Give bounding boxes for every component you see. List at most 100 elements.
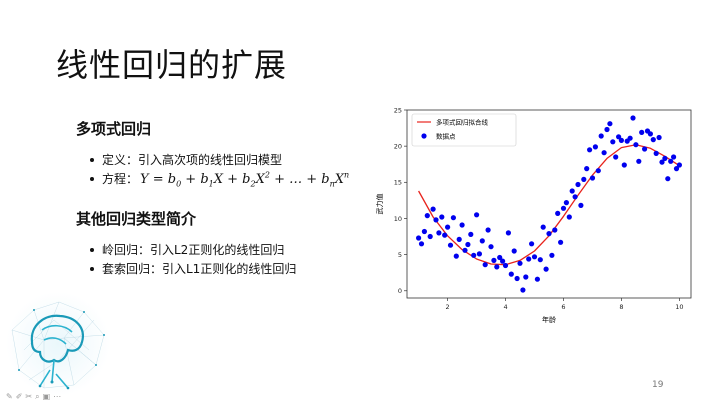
data-point	[534, 276, 540, 282]
data-point	[462, 247, 468, 253]
bullet-dot	[90, 157, 94, 162]
bullet-dot	[90, 247, 94, 252]
bullet-text: 套索回归：引入L1正则化的线性回归	[102, 262, 297, 276]
data-point	[459, 222, 465, 228]
data-point	[566, 214, 572, 220]
bullet-definition: 定义：引入高次项的线性回归模型	[90, 151, 282, 168]
data-point	[616, 134, 622, 140]
data-point	[650, 137, 656, 143]
presentation-toolbar[interactable]: ✎✐✂⌕▣⋯	[6, 392, 65, 401]
bullet-lasso: 套索回归：引入L1正则化的线性回归	[90, 260, 296, 277]
data-point	[537, 257, 543, 263]
slide-title: 线性回归的扩展	[56, 46, 288, 84]
data-point	[529, 241, 535, 247]
data-point	[540, 224, 546, 230]
data-point	[589, 175, 596, 181]
data-point	[647, 131, 653, 137]
data-point	[659, 159, 665, 165]
data-point	[520, 287, 526, 293]
data-point	[627, 135, 633, 141]
data-point	[511, 248, 517, 254]
bullet-text: 岭回归：引入L2正则化的线性回归	[102, 243, 285, 257]
y-tick-label: 25	[394, 106, 402, 114]
data-point	[508, 271, 514, 277]
data-point	[468, 231, 474, 237]
data-point	[555, 210, 561, 216]
data-point	[479, 238, 485, 244]
data-point	[587, 147, 593, 153]
data-point	[517, 260, 523, 266]
data-point	[604, 126, 610, 133]
y-tick-label: 10	[394, 215, 402, 223]
data-point	[546, 231, 552, 237]
data-point	[430, 206, 436, 212]
data-point	[578, 202, 584, 208]
data-point	[642, 146, 648, 152]
data-point	[572, 194, 578, 200]
data-point	[421, 228, 427, 235]
data-point	[592, 144, 598, 150]
page-number: 19	[652, 380, 664, 390]
data-point	[558, 239, 564, 245]
legend-point-swatch	[421, 133, 427, 139]
data-point	[656, 134, 662, 141]
x-axis-label: 年龄	[542, 315, 556, 324]
data-point	[531, 254, 538, 260]
data-point	[491, 257, 497, 263]
x-tick-label: 8	[619, 303, 623, 311]
data-point	[465, 241, 471, 248]
data-point	[676, 162, 682, 168]
bullet-text: 定义：引入高次项的线性回归模型	[102, 153, 283, 167]
data-point	[543, 266, 549, 272]
data-point	[471, 252, 477, 258]
legend: 多项式回归拟合线 数据点	[411, 113, 517, 147]
data-point	[514, 275, 520, 282]
legend-box	[411, 113, 517, 147]
data-point	[662, 155, 668, 161]
bullet-dot	[90, 176, 94, 181]
data-point	[445, 224, 451, 230]
data-point	[671, 154, 677, 160]
regression-chart: 2 4 6 8 10 0 5 10 15 20 25 年龄 武力值 多项式回归拟合线 数据点	[375, 106, 692, 324]
data-point	[488, 244, 494, 250]
data-point	[575, 181, 581, 188]
data-point	[601, 150, 607, 156]
data-point	[439, 214, 445, 220]
data-point	[639, 129, 645, 135]
section-heading-polynomial: 多项式回归	[76, 120, 152, 138]
data-point	[618, 137, 624, 143]
x-tick-label: 2	[446, 303, 450, 311]
data-point	[497, 254, 503, 261]
data-point	[476, 251, 482, 257]
data-point	[581, 176, 587, 182]
brain-network-logo	[6, 292, 110, 396]
data-point	[668, 158, 674, 164]
data-point	[523, 274, 529, 280]
data-point	[560, 205, 567, 211]
y-tick-label: 15	[394, 179, 402, 187]
data-point	[526, 256, 532, 262]
data-point	[595, 168, 601, 174]
data-point	[673, 166, 680, 172]
legend-label-curve: 多项式回归拟合线	[436, 118, 489, 127]
data-point	[569, 188, 575, 194]
section-heading-other: 其他回归类型简介	[76, 210, 197, 228]
data-point	[482, 262, 488, 268]
bullet-text: 方程：	[102, 172, 139, 186]
data-point	[447, 242, 454, 248]
bullet-dot	[90, 266, 94, 271]
data-point	[500, 258, 506, 264]
data-point	[453, 253, 459, 259]
polynomial-formula: Y = b0 + b1X + b2X2 + … + bnXn	[140, 170, 350, 189]
y-tick-label: 5	[398, 251, 402, 259]
data-point	[427, 233, 433, 240]
data-point	[502, 262, 509, 269]
data-point	[418, 241, 425, 247]
data-point	[653, 150, 659, 156]
data-point	[456, 236, 462, 242]
bullet-ridge: 岭回归：引入L2正则化的线性回归	[90, 241, 284, 258]
y-tick-label: 0	[398, 287, 402, 295]
data-point	[416, 235, 422, 241]
data-point	[563, 200, 569, 206]
data-point	[450, 215, 456, 221]
